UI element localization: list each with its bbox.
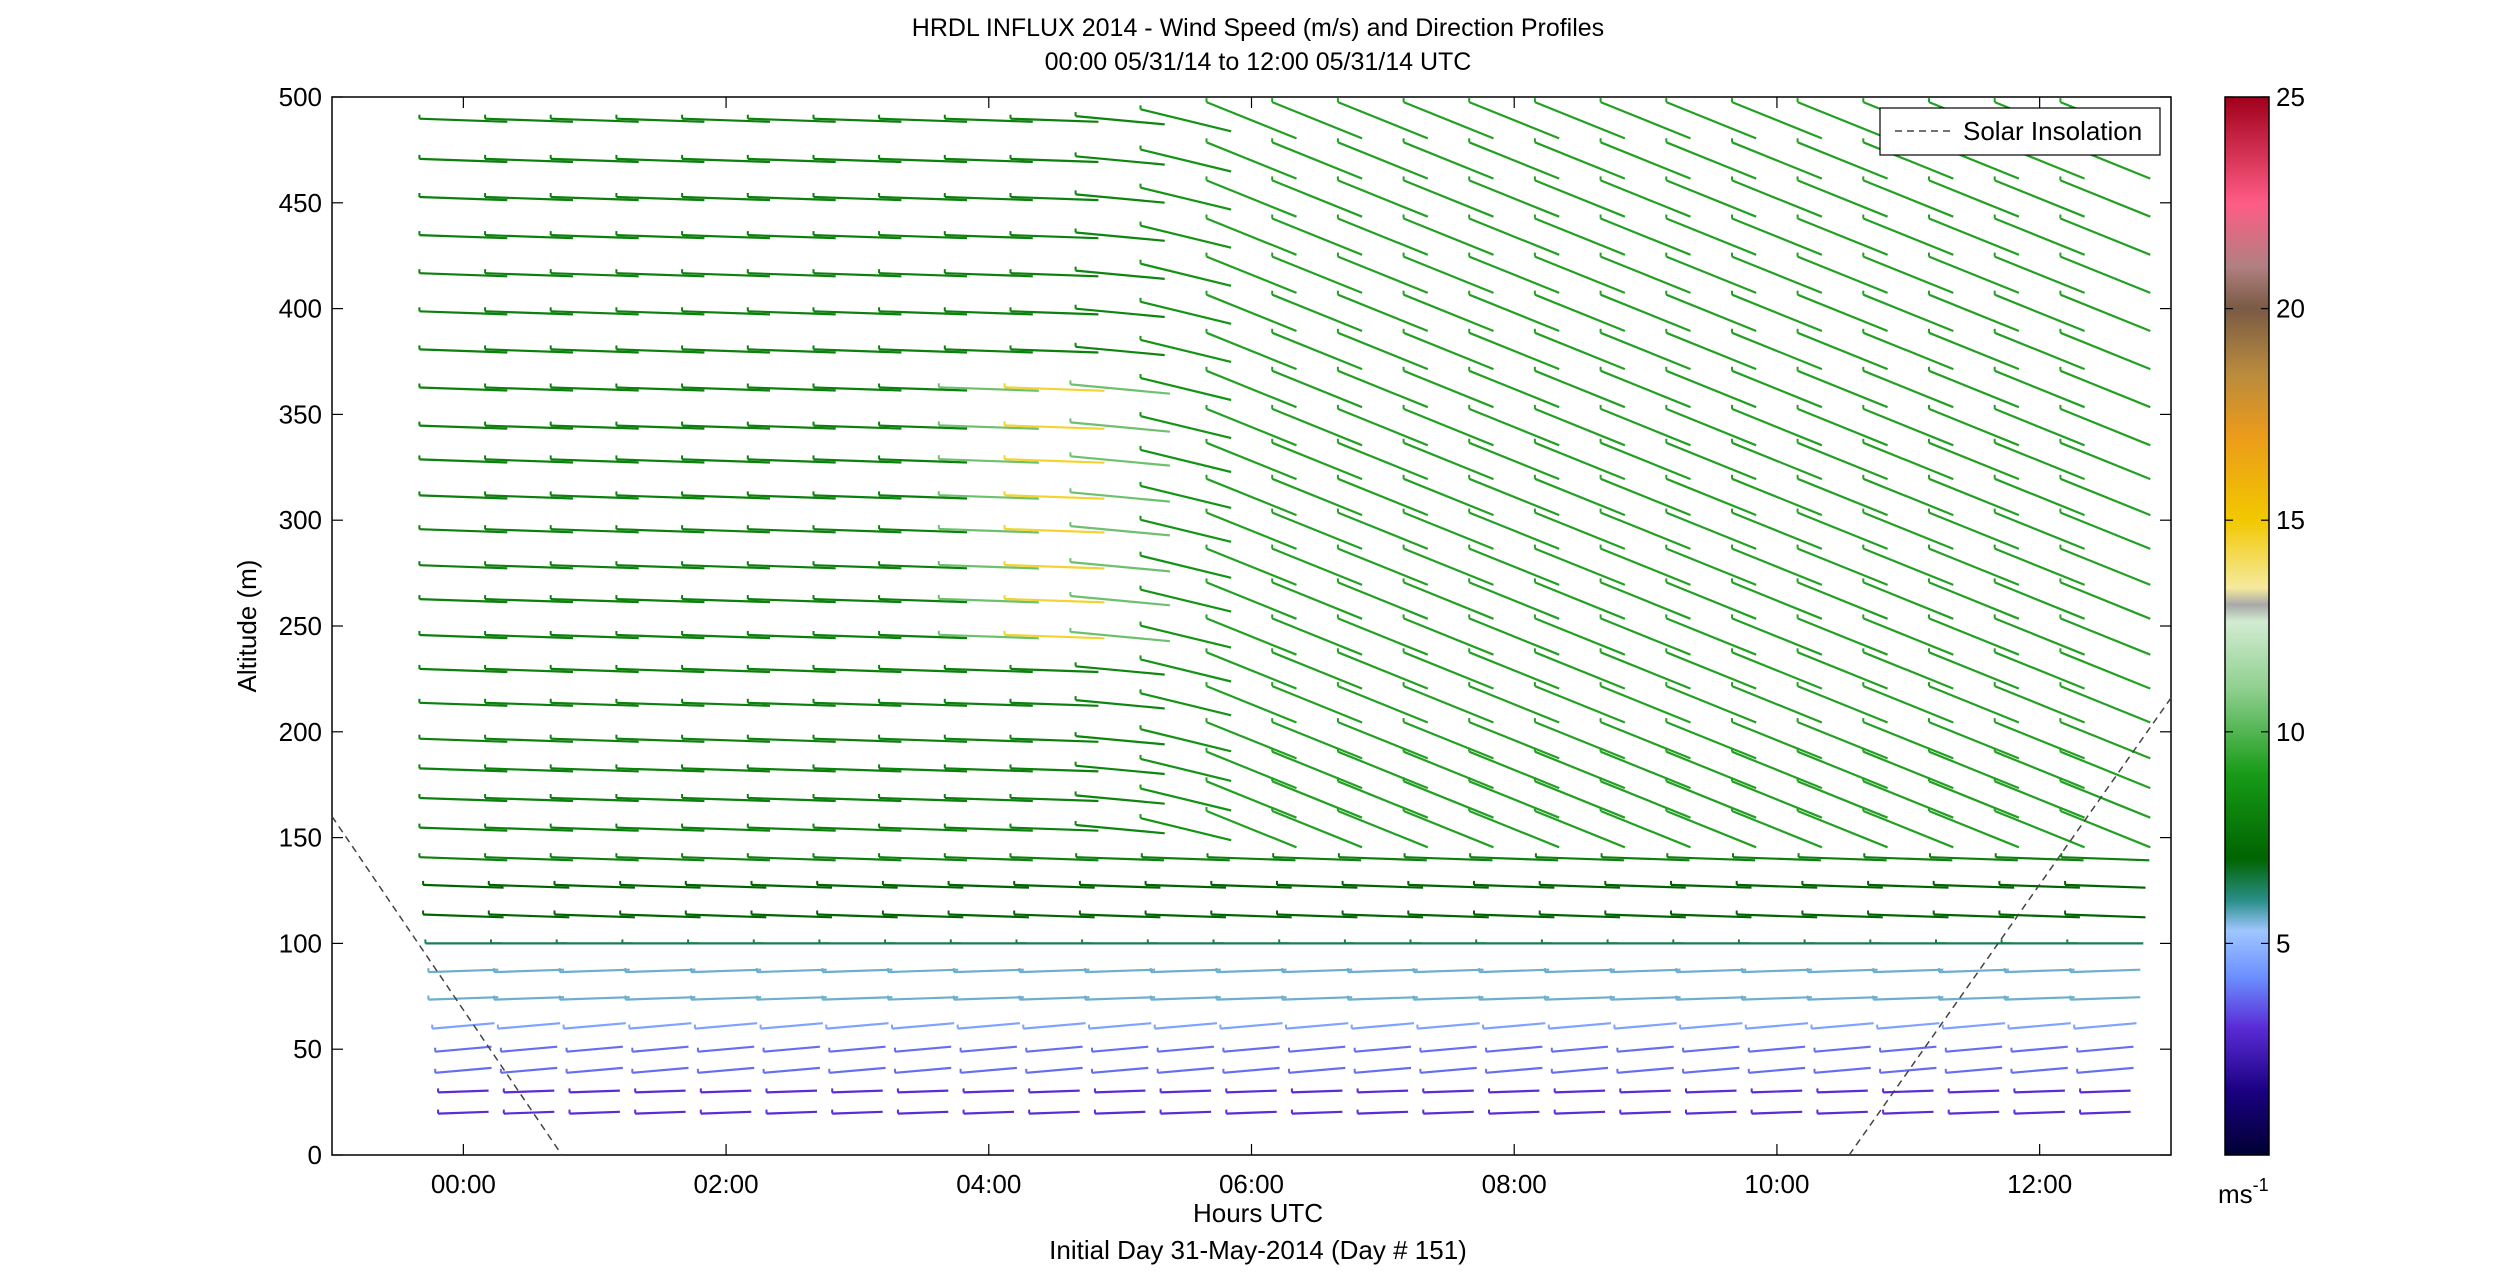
y-tick-label: 100 bbox=[279, 928, 322, 958]
colorbar-unit-exponent: -1 bbox=[2253, 1175, 2269, 1195]
colorbar-tick-label: 20 bbox=[2276, 294, 2305, 324]
x-tick-label: 12:00 bbox=[2007, 1169, 2072, 1199]
x-tick-label: 06:00 bbox=[1219, 1169, 1284, 1199]
colorbar-tick-label: 25 bbox=[2276, 82, 2305, 112]
y-tick-label: 350 bbox=[279, 399, 322, 429]
legend: Solar Insolation bbox=[1880, 108, 2160, 155]
x-axis-label: Hours UTC bbox=[1193, 1198, 1323, 1228]
y-tick-label: 300 bbox=[279, 505, 322, 535]
x-tick-label: 00:00 bbox=[431, 1169, 496, 1199]
x-tick-label: 04:00 bbox=[956, 1169, 1021, 1199]
colorbar-tick-label: 15 bbox=[2276, 505, 2305, 535]
colorbar-unit-base: ms bbox=[2218, 1179, 2253, 1209]
colorbar-gradient bbox=[2225, 97, 2269, 1155]
plot-area: 00:00 02:00 04:00 06:00 08:00 10:00 12:00 0 50 1… bbox=[279, 82, 2171, 1199]
colorbar-tick-label: 5 bbox=[2276, 928, 2290, 958]
chart-subtitle: 00:00 05/31/14 to 12:00 05/31/14 UTC bbox=[1045, 48, 1472, 76]
x-tick-label: 10:00 bbox=[1744, 1169, 1809, 1199]
y-tick-label: 250 bbox=[279, 611, 322, 641]
x-tick-label: 02:00 bbox=[694, 1169, 759, 1199]
x-tick-label: 08:00 bbox=[1482, 1169, 1547, 1199]
colorbar-unit: ms-1 bbox=[2218, 1175, 2269, 1209]
legend-label: Solar Insolation bbox=[1963, 116, 2142, 146]
colorbar: 5 10 15 20 25 ms-1 bbox=[2218, 82, 2305, 1209]
y-tick-label: 50 bbox=[293, 1034, 322, 1064]
y-axis-label: Altitude (m) bbox=[232, 560, 262, 693]
chart-title: HRDL INFLUX 2014 - Wind Speed (m/s) and … bbox=[912, 14, 1604, 42]
y-tick-label: 500 bbox=[279, 82, 322, 112]
y-tick-label: 400 bbox=[279, 294, 322, 324]
y-tick-label: 200 bbox=[279, 717, 322, 747]
colorbar-tick-label: 10 bbox=[2276, 717, 2305, 747]
y-tick-label: 150 bbox=[279, 823, 322, 853]
y-tick-label: 0 bbox=[308, 1140, 322, 1170]
x-axis-sublabel: Initial Day 31-May-2014 (Day # 151) bbox=[1049, 1235, 1467, 1265]
y-tick-label: 450 bbox=[279, 188, 322, 218]
plot-frame bbox=[332, 97, 2171, 1155]
